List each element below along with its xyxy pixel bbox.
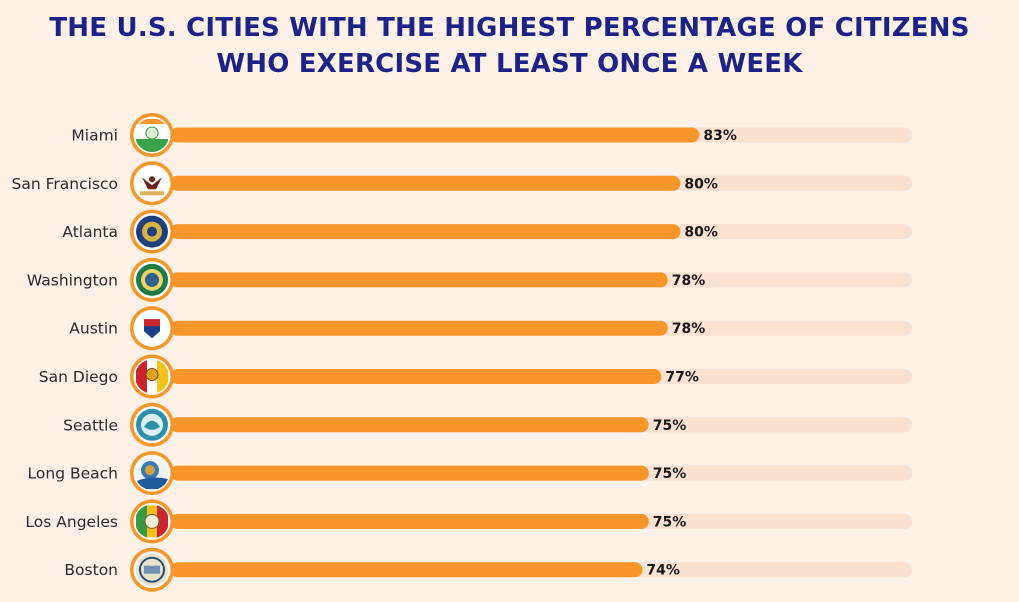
bar (170, 369, 662, 384)
category-label: Austin (69, 320, 118, 338)
city-badge (130, 547, 174, 592)
bar-rows: Miami 83% San Francisco 80% Atlanta 80% Washin… (12, 113, 912, 592)
category-label: Miami (71, 127, 118, 145)
bar-row: Long Beach 75% (28, 451, 912, 496)
chart-title-line-1: THE U.S. CITIES WITH THE HIGHEST PERCENT… (49, 13, 970, 43)
city-badge (130, 306, 174, 351)
miami-flag-icon (136, 119, 168, 152)
city-badge (130, 354, 174, 399)
category-label: Boston (64, 561, 118, 579)
bar (170, 562, 643, 578)
category-label: Seattle (63, 416, 118, 434)
washington-seal-icon (136, 263, 168, 296)
long-beach-seal-icon (136, 457, 168, 490)
bar-row: Los Angeles 75% (25, 499, 912, 544)
category-label: Los Angeles (25, 513, 118, 531)
bar (170, 272, 668, 288)
value-label: 74% (646, 563, 680, 579)
bar-row: San Francisco 80% (12, 161, 912, 206)
chart-title-line-2: WHO EXERCISE AT LEAST ONCE A WEEK (216, 49, 803, 79)
bar (170, 465, 649, 481)
category-label: San Diego (39, 368, 118, 386)
bar (170, 513, 649, 529)
bar-row: Boston 74% (64, 547, 912, 592)
bar (170, 417, 649, 433)
san-diego-flag-icon (136, 360, 168, 393)
seattle-seal-icon (136, 408, 168, 441)
category-label: San Francisco (12, 175, 118, 193)
value-label: 83% (703, 128, 737, 144)
city-badge (130, 402, 174, 447)
city-badge (130, 113, 174, 157)
value-label: 78% (672, 273, 706, 289)
value-label: 78% (672, 321, 706, 337)
bar-row: Washington 78% (27, 257, 912, 302)
los-angeles-flag-icon (136, 505, 168, 538)
value-label: 75% (653, 418, 687, 434)
city-badge (130, 209, 174, 254)
bar-row: Seattle 75% (63, 402, 912, 447)
bar-row: San Diego 77% (39, 354, 912, 399)
bar-row: Miami 83% (71, 113, 912, 157)
city-badge (130, 451, 174, 496)
value-label: 77% (665, 370, 699, 386)
bar-row: Atlanta 80% (62, 209, 912, 254)
city-badge (130, 257, 174, 302)
chart-title: THE U.S. CITIES WITH THE HIGHEST PERCENT… (0, 10, 1019, 82)
value-label: 75% (653, 514, 687, 530)
bar (170, 224, 681, 240)
boston-seal-icon (136, 553, 168, 586)
value-label: 75% (653, 466, 687, 482)
bar (170, 127, 700, 143)
category-label: Long Beach (28, 465, 118, 483)
city-badge (130, 161, 174, 206)
category-label: Washington (27, 271, 118, 289)
bar (170, 175, 681, 191)
value-label: 80% (684, 176, 718, 192)
bar-row: Austin 78% (69, 306, 912, 351)
bar (170, 320, 668, 336)
atlanta-seal-icon (136, 215, 168, 248)
city-badge (130, 499, 174, 544)
category-label: Atlanta (62, 223, 118, 241)
value-label: 80% (684, 225, 718, 241)
san-francisco-flag-icon (136, 167, 168, 200)
austin-flag-icon (136, 312, 168, 345)
